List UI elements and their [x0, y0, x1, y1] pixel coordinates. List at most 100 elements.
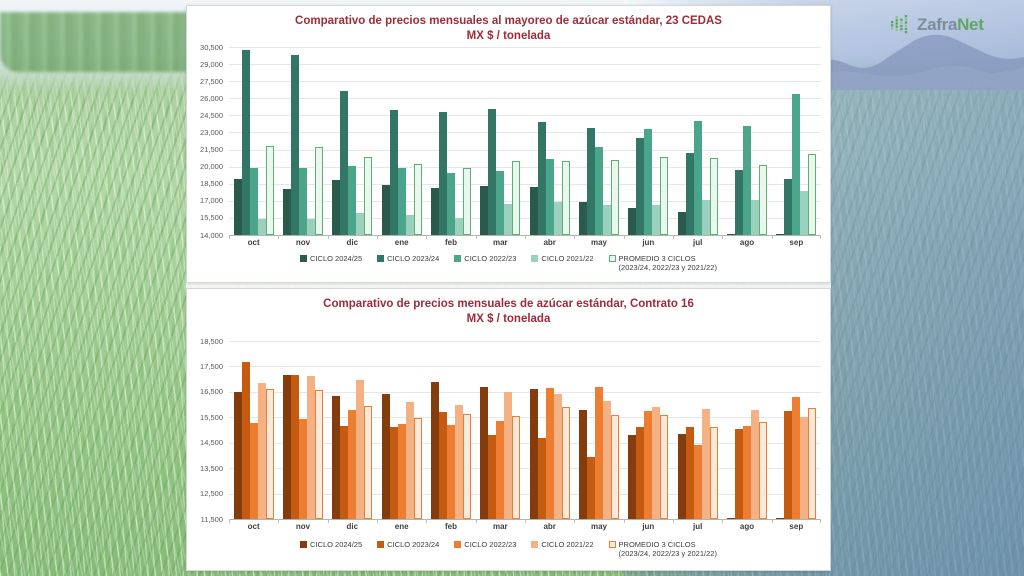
bar-group — [673, 341, 722, 519]
bar-group — [328, 47, 377, 235]
bar — [397, 167, 406, 235]
bar — [610, 160, 619, 235]
gridline — [229, 81, 821, 83]
chart-title-contrato16: Comparativo de precios mensuales de azúc… — [187, 289, 830, 327]
bar — [298, 167, 307, 235]
legend-swatch — [608, 255, 616, 262]
x-axis-label: ene — [394, 238, 409, 247]
gridline — [229, 468, 821, 470]
mountains-silhouette — [809, 34, 1024, 90]
bar — [628, 207, 637, 235]
y-axis-label: 29,000 — [200, 59, 223, 69]
bar — [636, 427, 645, 519]
bar-group — [278, 47, 327, 235]
y-axis-label: 14,000 — [200, 230, 223, 240]
bar — [578, 409, 587, 519]
y-axis-label: 13,500 — [200, 463, 223, 473]
bar — [701, 199, 710, 235]
axis-tick — [673, 519, 674, 523]
bar — [602, 400, 611, 519]
y-axis-label: 17,000 — [200, 196, 223, 206]
bar — [282, 375, 291, 519]
bar — [257, 383, 266, 519]
legend-item: CICLO 2021/22 — [531, 540, 594, 558]
logo-text: ZafraNet — [917, 15, 984, 35]
bar — [364, 156, 373, 235]
y-axis-label: 26,000 — [200, 93, 223, 103]
bar-group — [377, 47, 426, 235]
axis-tick — [327, 519, 329, 523]
axis-tick — [722, 519, 724, 523]
bar-group — [525, 47, 574, 235]
bar — [529, 389, 538, 519]
x-axis-label: dic — [346, 522, 359, 531]
x-axis-label: abr — [543, 522, 556, 531]
bar — [553, 394, 562, 519]
legend-label: CICLO 2021/22 — [541, 540, 594, 549]
y-axis-label: 18,500 — [200, 179, 223, 189]
x-axis-label: may — [590, 238, 607, 247]
legend-swatch — [608, 541, 616, 548]
bar — [332, 180, 341, 235]
bar — [758, 165, 767, 235]
bar — [537, 437, 546, 519]
bar — [800, 190, 809, 235]
y-axis-label: 30,500 — [200, 42, 223, 52]
legend-item: CICLO 2023/24 — [377, 254, 439, 272]
bar — [776, 233, 785, 235]
bar — [545, 388, 554, 519]
bar — [298, 418, 307, 519]
legend-label: CICLO 2024/25 — [310, 254, 363, 263]
axis-tick — [771, 235, 773, 239]
bar — [594, 147, 603, 235]
bar-group — [377, 341, 426, 519]
legend-label-line2: (2023/24, 2022/23 y 2021/22) — [618, 263, 717, 272]
chart-title-line1: Comparativo de precios mensuales de azúc… — [323, 298, 694, 310]
x-axis-label: mar — [492, 238, 508, 247]
gridline — [229, 115, 821, 117]
bar — [677, 433, 686, 519]
zafranet-icon — [891, 15, 908, 34]
bar — [685, 426, 694, 519]
x-axis-label: feb — [444, 522, 457, 531]
legend-swatch — [377, 255, 385, 262]
bar-group — [673, 47, 722, 235]
y-axis-label: 15,500 — [200, 213, 223, 223]
axis-tick — [229, 519, 230, 523]
x-axis-label: dic — [346, 238, 359, 247]
bar — [758, 421, 767, 519]
legend-swatch — [377, 541, 385, 548]
legend-swatch — [300, 541, 308, 548]
axis-tick — [377, 519, 378, 523]
bar — [496, 171, 505, 235]
legend-item: CICLO 2024/25 — [300, 540, 362, 558]
axis-tick — [820, 519, 821, 523]
bar-group — [476, 47, 525, 235]
bar — [726, 517, 735, 519]
bar — [660, 415, 669, 519]
bar — [512, 161, 521, 235]
bar — [356, 380, 365, 519]
bar — [660, 157, 669, 235]
bar — [652, 204, 661, 235]
bar — [561, 406, 570, 519]
bar-group — [722, 341, 771, 519]
chart-title-line2: MX $ / tonelada — [466, 30, 551, 42]
bar — [553, 201, 562, 235]
axis-tick — [673, 235, 674, 239]
gridline — [229, 98, 821, 100]
bar — [257, 219, 266, 235]
legend-contrato16: CICLO 2024/25 CICLO 2023/24 CICLO 2022/23 C… — [187, 540, 830, 558]
bar — [496, 421, 505, 519]
bar — [438, 412, 447, 519]
bar — [701, 409, 710, 519]
axis-tick — [426, 519, 428, 523]
bar — [677, 212, 686, 235]
bar — [290, 54, 299, 235]
gridline — [229, 200, 821, 202]
bar — [709, 426, 718, 519]
bar — [586, 127, 595, 235]
bar — [784, 179, 793, 235]
axis-tick — [574, 235, 576, 239]
bar — [340, 426, 349, 519]
